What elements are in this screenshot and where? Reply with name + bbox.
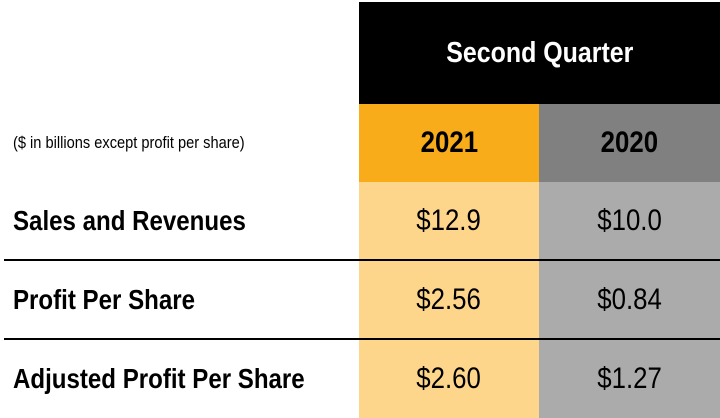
row-divider xyxy=(4,338,720,340)
sales-2020: $10.0 xyxy=(539,182,720,260)
row-label-adjusted-profit-per-share: Adjusted Profit Per Share xyxy=(13,362,305,394)
adjusted-profit-per-share-2021: $2.60 xyxy=(359,339,539,418)
profit-per-share-2021: $2.56 xyxy=(359,260,539,339)
row-label-profit-per-share: Profit Per Share xyxy=(13,283,196,315)
year-header-2021: 2021 xyxy=(359,104,539,182)
adjusted-profit-per-share-2020: $1.27 xyxy=(539,339,720,418)
year-header-2020: 2020 xyxy=(539,104,720,182)
row-divider xyxy=(4,259,720,261)
period-header: Second Quarter xyxy=(359,2,720,104)
profit-per-share-2020: $0.84 xyxy=(539,260,720,339)
sales-2021: $12.9 xyxy=(359,182,539,260)
row-label-sales: Sales and Revenues xyxy=(13,205,246,236)
units-note: ($ in billions except profit per share) xyxy=(13,133,245,152)
